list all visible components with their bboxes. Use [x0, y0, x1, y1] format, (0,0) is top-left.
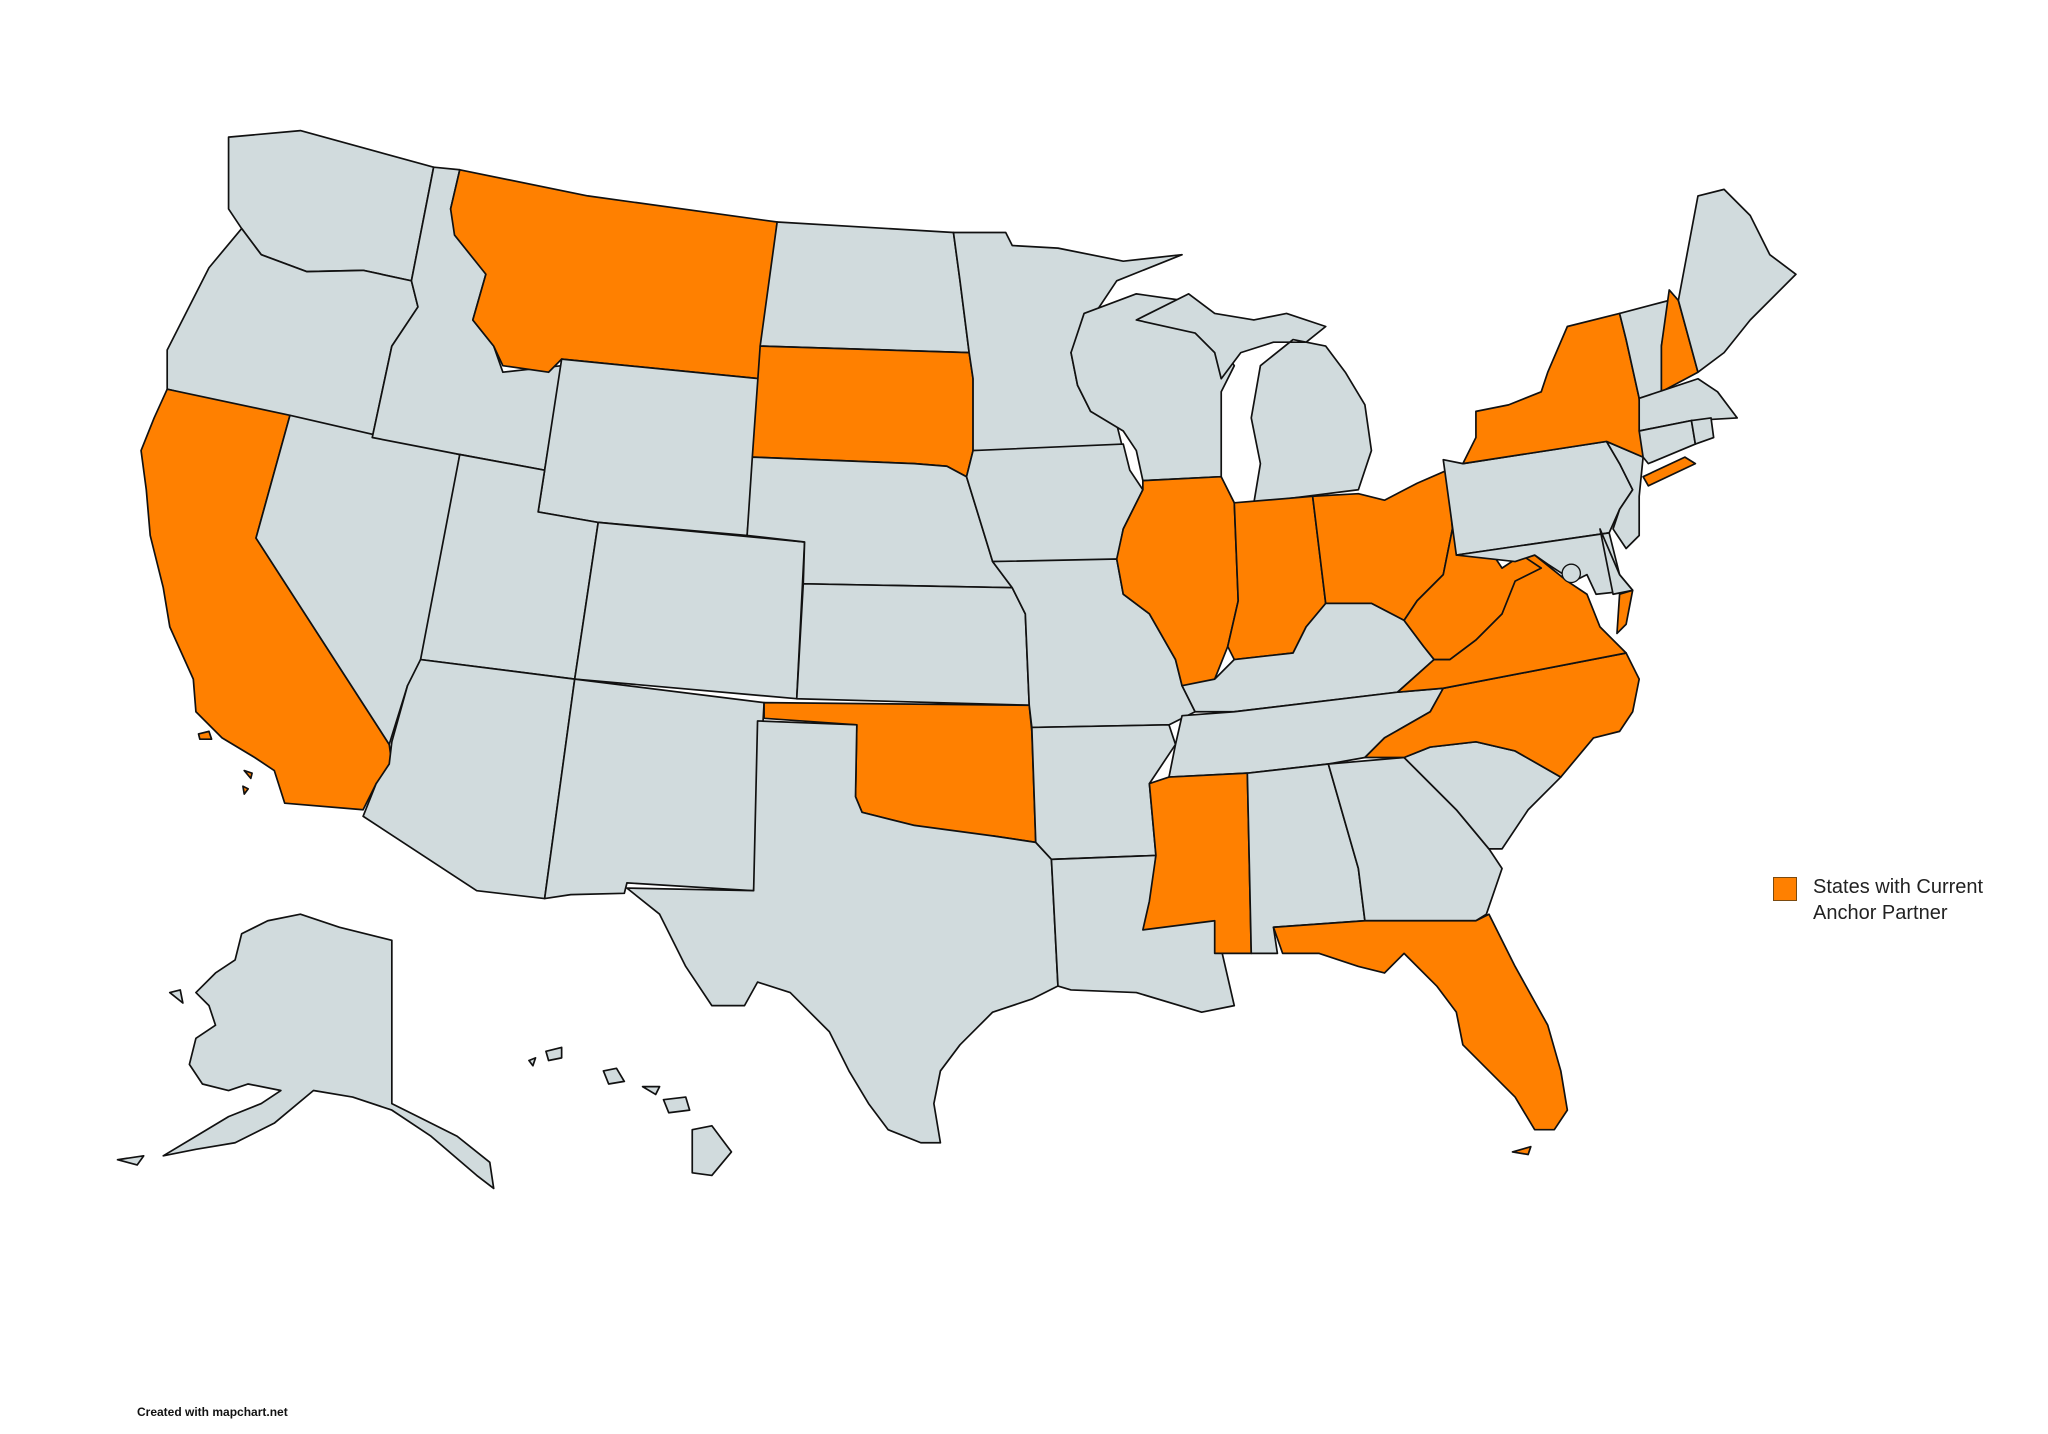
state-mt: [449, 168, 778, 380]
state-sd: [751, 345, 974, 478]
state-ia: [965, 443, 1144, 563]
state-wv: [1403, 528, 1543, 661]
state-nh: [1660, 289, 1699, 393]
state-ks: [795, 582, 1031, 707]
mapchart-credit: Created with mapchart.net: [137, 1405, 288, 1419]
state-nd: [759, 221, 970, 354]
state-ct: [1638, 419, 1697, 465]
state-md: [1455, 532, 1634, 596]
state-wy: [537, 358, 762, 537]
state-hi: [528, 1046, 733, 1177]
state-co: [573, 521, 806, 700]
state-nc: [1364, 652, 1641, 778]
state-ca: [140, 388, 393, 811]
legend: States with Current Anchor Partner: [1773, 874, 2013, 926]
state-de: [1599, 528, 1634, 596]
state-mi: [1135, 293, 1373, 504]
legend-swatch-anchor-partner: [1773, 877, 1797, 901]
district-of-columbia: [1561, 563, 1582, 584]
state-ak: [116, 913, 495, 1190]
state-me: [1677, 188, 1797, 374]
state-nm: [543, 678, 765, 900]
legend-label: States with Current Anchor Partner: [1813, 876, 1984, 924]
state-fl: [1272, 913, 1569, 1156]
state-ri: [1690, 417, 1715, 445]
state-nj: [1605, 440, 1644, 550]
state-tx: [626, 720, 1059, 1144]
